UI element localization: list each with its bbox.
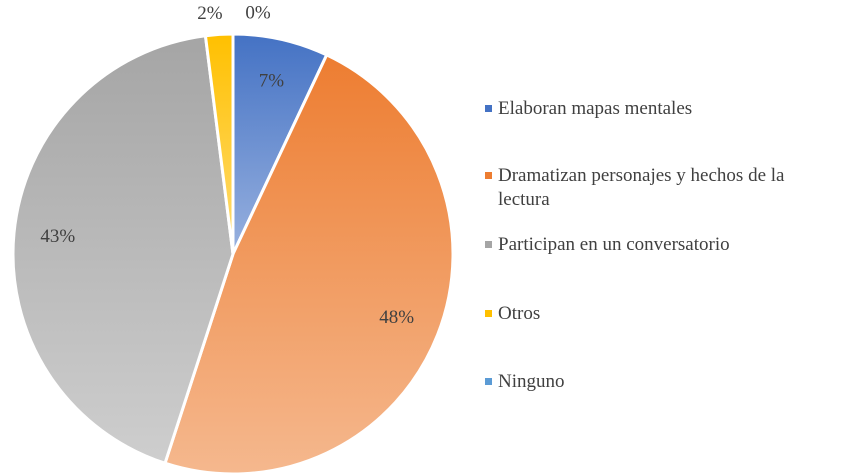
legend-label: Ninguno [498,371,565,392]
legend-label: Otros [498,303,541,324]
legend-label: Dramatizan personajes y hechos de la lec… [498,165,785,210]
legend-label: Elaboran mapas mentales [498,98,693,119]
data-label: 43% [40,226,75,247]
data-label: 0% [245,2,271,23]
data-label: 2% [197,3,223,24]
legend-item: Dramatizan personajes y hechos de la lec… [485,164,835,212]
data-label: 48% [379,307,414,328]
legend-swatch [485,310,492,317]
data-label: 7% [259,71,285,92]
pie-slice [163,52,455,475]
legend-swatch [485,172,492,179]
legend-item: Elaboran mapas mentales [485,97,835,121]
pie-slice [11,34,235,466]
legend-item: Participan en un conversatorio [485,233,835,257]
legend-swatch [485,241,492,248]
legend-swatch [485,105,492,112]
legend-item: Ninguno [485,370,835,394]
legend-item: Otros [485,302,835,326]
legend-label: Participan en un conversatorio [498,234,730,255]
legend-swatch [485,378,492,385]
